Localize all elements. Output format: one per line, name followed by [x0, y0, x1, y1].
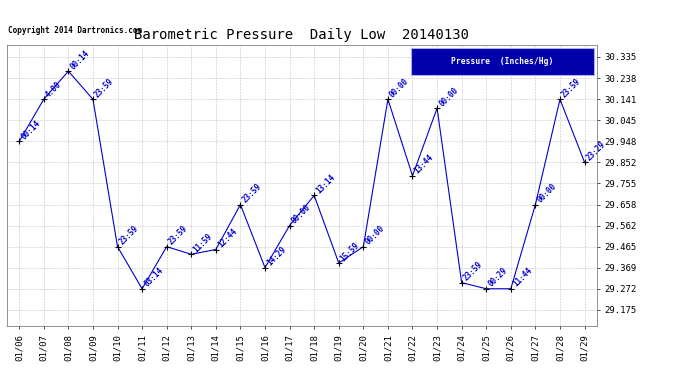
Text: 23:29: 23:29 [584, 140, 607, 162]
Text: 23:59: 23:59 [93, 76, 116, 99]
Text: 23:59: 23:59 [560, 76, 582, 99]
Text: 14:29: 14:29 [265, 245, 288, 268]
Text: 23:59: 23:59 [167, 224, 189, 247]
Text: 13:14: 13:14 [314, 173, 337, 195]
Text: 12:44: 12:44 [216, 227, 239, 249]
Text: 00:00: 00:00 [364, 224, 386, 247]
Text: 11:44: 11:44 [511, 266, 533, 289]
Text: 23:59: 23:59 [117, 224, 140, 247]
Text: 00:00: 00:00 [388, 76, 411, 99]
Text: 13:44: 13:44 [413, 153, 435, 176]
Text: 00:14: 00:14 [68, 48, 91, 71]
Title: Barometric Pressure  Daily Low  20140130: Barometric Pressure Daily Low 20140130 [135, 28, 469, 42]
Text: 00:14: 00:14 [19, 118, 42, 141]
Text: 23:59: 23:59 [240, 182, 263, 205]
Text: 00:00: 00:00 [535, 182, 558, 205]
Text: 15:59: 15:59 [339, 240, 362, 263]
Text: 00:29: 00:29 [486, 266, 509, 289]
Text: 00:00: 00:00 [437, 86, 460, 108]
Text: 00:00: 00:00 [290, 203, 313, 225]
Text: 11:59: 11:59 [191, 232, 214, 254]
Text: Copyright 2014 Dartronics.com: Copyright 2014 Dartronics.com [8, 26, 142, 35]
Text: 4:00: 4:00 [43, 80, 63, 99]
Text: 23:59: 23:59 [462, 260, 484, 283]
Text: 03:14: 03:14 [142, 266, 165, 289]
